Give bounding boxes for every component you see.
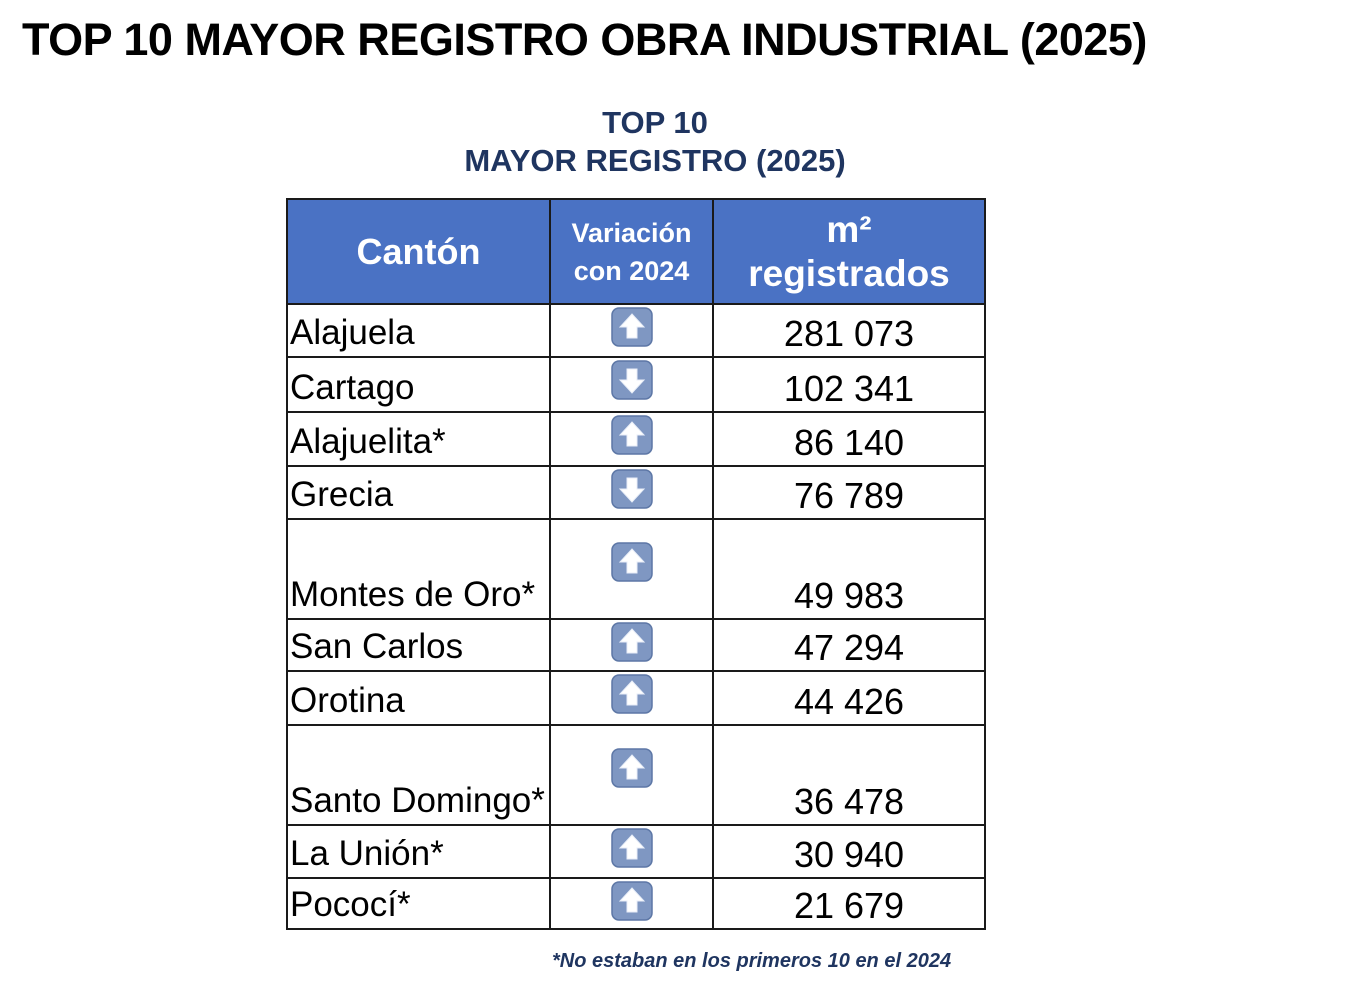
variation-cell <box>549 724 714 826</box>
arrow-down-icon <box>610 360 653 400</box>
m2-cell: 76 789 <box>712 465 986 520</box>
variation-cell <box>549 518 714 620</box>
table-row: Montes de Oro* 49 983 <box>286 518 986 620</box>
variation-cell <box>549 824 714 879</box>
column-header: Cantón <box>286 198 551 305</box>
table-row: Orotina 44 426 <box>286 670 986 726</box>
table-row: Santo Domingo* 36 478 <box>286 724 986 826</box>
variation-cell <box>549 670 714 726</box>
variation-cell <box>549 411 714 467</box>
arrow-up-icon <box>610 881 653 921</box>
arrow-down-icon <box>610 469 653 509</box>
canton-cell: San Carlos <box>286 618 551 672</box>
arrow-up-icon <box>610 415 653 455</box>
canton-cell: Cartago <box>286 356 551 413</box>
table-row: Alajuela 281 073 <box>286 303 986 358</box>
header-line: m² <box>826 208 872 250</box>
footnote: *No estaban en los primeros 10 en el 202… <box>552 950 952 972</box>
m2-cell: 86 140 <box>712 411 986 467</box>
subtitle-line: MAYOR REGISTRO (2025) <box>464 143 846 178</box>
canton-cell: Santo Domingo* <box>286 724 551 826</box>
variation-cell <box>549 465 714 520</box>
arrow-up-icon <box>610 748 653 788</box>
variation-cell <box>549 356 714 413</box>
canton-cell: Alajuela <box>286 303 551 358</box>
m2-cell: 49 983 <box>712 518 986 620</box>
canton-cell: Montes de Oro* <box>286 518 551 620</box>
m2-cell: 30 940 <box>712 824 986 879</box>
ranking-table: Cantón Variación con 2024 m² registrados… <box>286 198 986 930</box>
variation-cell <box>549 618 714 672</box>
column-header: Variación con 2024 <box>549 198 714 305</box>
canton-cell: Grecia <box>286 465 551 520</box>
canton-cell: Orotina <box>286 670 551 726</box>
canton-cell: Alajuelita* <box>286 411 551 467</box>
arrow-up-icon <box>610 542 653 582</box>
arrow-up-icon <box>610 622 653 662</box>
page-title: TOP 10 MAYOR REGISTRO OBRA INDUSTRIAL (2… <box>22 14 1147 65</box>
table-row: Pococí* 21 679 <box>286 877 986 930</box>
m2-cell: 102 341 <box>712 356 986 413</box>
subtitle: TOP 10 MAYOR REGISTRO (2025) <box>300 104 1010 180</box>
m2-cell: 281 073 <box>712 303 986 358</box>
canton-cell: Pococí* <box>286 877 551 930</box>
table-body: Alajuela 281 073 Cartago 102 341 Alajuelita*… <box>286 303 986 930</box>
table-row: La Unión* 30 940 <box>286 824 986 879</box>
header-row: Cantón Variación con 2024 m² registrados <box>286 198 986 305</box>
variation-cell <box>549 303 714 358</box>
canton-cell: La Unión* <box>286 824 551 879</box>
column-header: m² registrados <box>712 198 986 305</box>
table-row: Grecia 76 789 <box>286 465 986 520</box>
variation-cell <box>549 877 714 930</box>
table-row: Alajuelita* 86 140 <box>286 411 986 467</box>
m2-cell: 44 426 <box>712 670 986 726</box>
m2-cell: 36 478 <box>712 724 986 826</box>
subtitle-line: TOP 10 <box>602 105 708 140</box>
table-row: San Carlos 47 294 <box>286 618 986 672</box>
table-row: Cartago 102 341 <box>286 356 986 413</box>
m2-cell: 21 679 <box>712 877 986 930</box>
arrow-up-icon <box>610 828 653 868</box>
arrow-up-icon <box>610 674 653 714</box>
m2-cell: 47 294 <box>712 618 986 672</box>
header-line: registrados <box>748 252 950 294</box>
arrow-up-icon <box>610 307 653 347</box>
